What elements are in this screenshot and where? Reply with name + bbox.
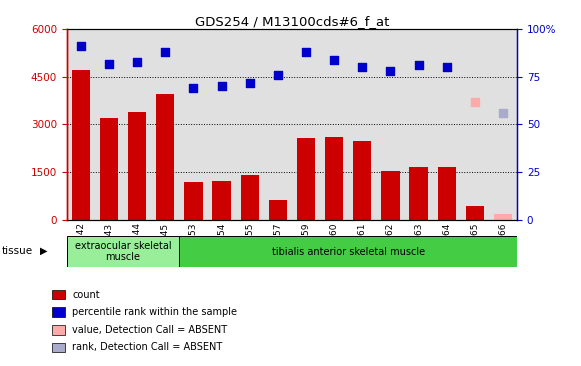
Title: GDS254 / M13100cds#6_f_at: GDS254 / M13100cds#6_f_at [195,15,389,28]
Point [329,57,339,63]
Bar [184,182,203,220]
Text: extraocular skeletal
muscle: extraocular skeletal muscle [75,241,171,262]
Point [132,59,142,64]
Point [414,63,423,68]
Bar [213,180,231,220]
Text: rank, Detection Call = ABSENT: rank, Detection Call = ABSENT [72,342,223,352]
Bar [71,70,90,220]
Bar [100,118,118,220]
Point [217,83,226,89]
Text: tissue: tissue [2,246,33,256]
Bar [353,141,371,220]
Point [442,64,451,70]
Point [105,61,114,67]
Point [273,72,282,78]
Bar [67,236,180,267]
Point [498,110,508,116]
Text: percentile rank within the sample: percentile rank within the sample [72,307,237,317]
Point [245,80,254,86]
Text: tibialis anterior skeletal muscle: tibialis anterior skeletal muscle [272,247,425,257]
Point [189,85,198,91]
Bar [437,167,456,220]
Bar [128,112,146,220]
Bar [297,138,315,220]
Text: ▶: ▶ [40,246,47,256]
Bar [410,167,428,220]
Bar [381,171,400,220]
Bar [156,94,174,220]
Bar [180,236,517,267]
Text: count: count [72,290,100,300]
Point [302,49,311,55]
Bar [269,200,287,220]
Text: value, Detection Call = ABSENT: value, Detection Call = ABSENT [72,325,227,335]
Bar [325,137,343,220]
Bar [466,206,484,220]
Bar [494,214,512,220]
Point [386,68,395,74]
Point [76,44,85,49]
Point [470,99,479,105]
Point [161,49,170,55]
Point [358,64,367,70]
Bar [241,175,259,220]
